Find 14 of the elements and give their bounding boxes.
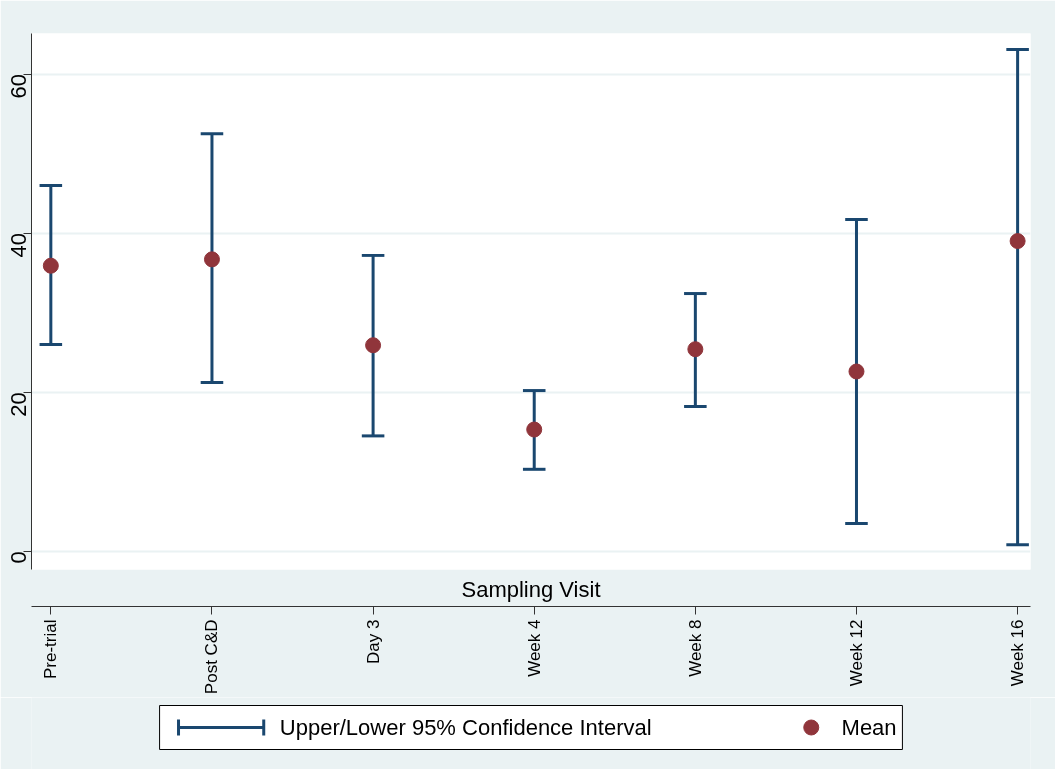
y-tick-label: 20 (6, 392, 31, 417)
x-tick-label: Week 16 (1008, 619, 1028, 687)
x-tick-label: Post C&D (202, 619, 222, 695)
text: Upper/Lower 95% Confidence Interval (279, 715, 652, 740)
y-tick-label: 40 (6, 233, 31, 258)
legend-label: Mean (841, 715, 897, 740)
x-tick-label: Week 4 (524, 619, 544, 677)
y-tick-label: 60 (6, 74, 31, 99)
x-axis-title: Sampling Visit (461, 576, 601, 602)
x-tick-label: Week 12 (846, 619, 866, 687)
x-tick-label: Day 3 (363, 619, 383, 664)
x-tick-label: Week 8 (685, 619, 705, 677)
x-tick-label: Pre-trial (41, 619, 61, 680)
y-tick-label: 0 (6, 551, 31, 564)
